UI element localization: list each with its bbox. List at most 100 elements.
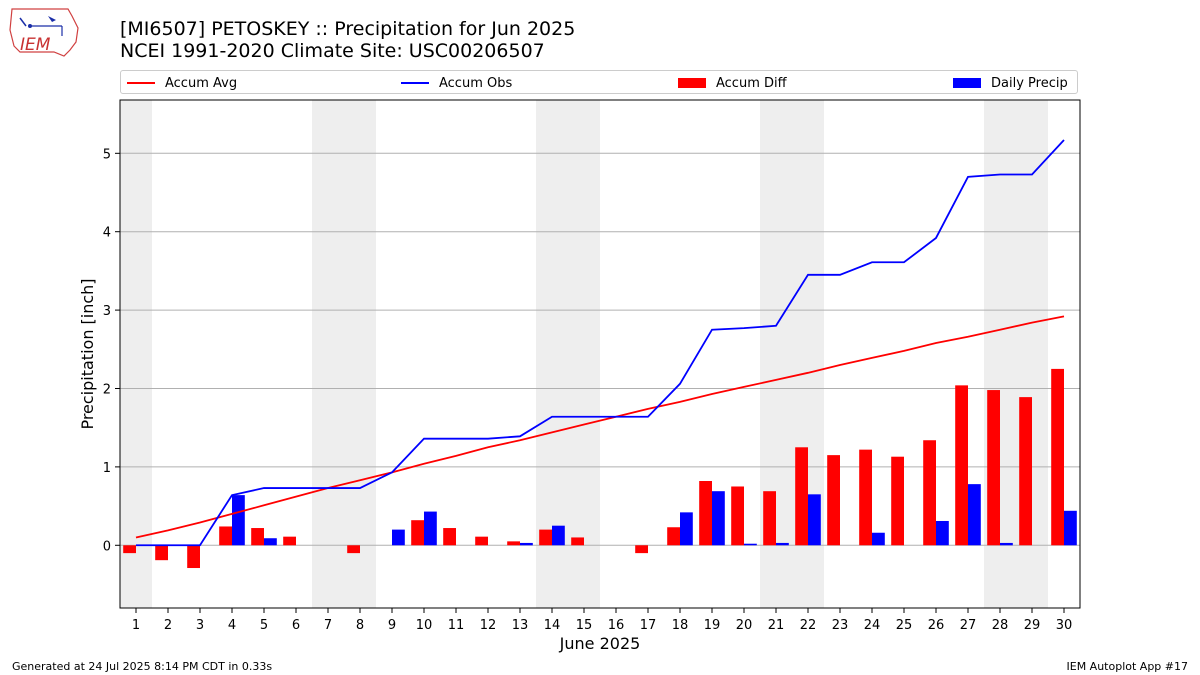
accum-diff-bar <box>411 520 424 546</box>
accum-diff-bar <box>219 526 232 546</box>
x-tick-label: 25 <box>896 618 913 633</box>
daily-precip-bar <box>808 494 821 546</box>
accum-diff-bar <box>635 545 648 554</box>
accum-obs-line <box>136 139 1065 547</box>
accum-avg-line <box>135 315 1065 539</box>
accum-diff-bar <box>859 449 872 546</box>
legend-label-accum-obs: Accum Obs <box>439 75 513 91</box>
footer-app-label: IEM Autoplot App #17 <box>1066 660 1189 673</box>
x-tick-label: 3 <box>196 618 204 633</box>
x-tick-label: 22 <box>800 618 817 633</box>
accum-diff-bar <box>827 455 840 546</box>
legend-item-accum-avg: Accum Avg <box>127 74 237 92</box>
y-tick-label: 5 <box>103 147 111 162</box>
x-tick-label: 27 <box>960 618 977 633</box>
x-tick-label: 29 <box>1024 618 1041 633</box>
accum-diff-bar <box>123 545 136 554</box>
x-tick-label: 23 <box>832 618 849 633</box>
daily-precip-bar <box>424 511 437 546</box>
x-tick-label: 10 <box>416 618 433 633</box>
daily-precip-bar <box>968 484 981 546</box>
daily-precip-bar <box>680 512 693 546</box>
x-tick-label: 15 <box>576 618 593 633</box>
legend-swatch-accum-diff <box>678 78 706 88</box>
accum-diff-bar <box>251 528 264 546</box>
chart-legend: Accum Avg Accum Obs Accum Diff Daily Pre… <box>120 70 1078 94</box>
footer-generated-text: Generated at 24 Jul 2025 8:14 PM CDT in … <box>12 660 273 673</box>
accum-diff-bar <box>1051 368 1064 546</box>
x-tick-label: 24 <box>864 618 881 633</box>
legend-label-accum-avg: Accum Avg <box>165 75 238 91</box>
daily-precip-bar <box>392 529 405 546</box>
y-tick-label: 2 <box>103 382 111 397</box>
x-tick-label: 7 <box>324 618 332 633</box>
x-tick-label: 12 <box>480 618 497 633</box>
x-tick-label: 8 <box>356 618 364 633</box>
x-tick-label: 19 <box>704 618 721 633</box>
y-tick-label: 0 <box>103 539 111 554</box>
x-tick-label: 30 <box>1056 618 1073 633</box>
accum-diff-bar <box>475 536 488 546</box>
y-tick-label: 1 <box>103 461 111 476</box>
x-tick-label: 9 <box>388 618 396 633</box>
x-tick-label: 14 <box>544 618 561 633</box>
x-tick-label: 1 <box>132 618 140 633</box>
daily-precip-bar <box>264 538 277 546</box>
x-tick-label: 26 <box>928 618 945 633</box>
chart-subtitle: NCEI 1991-2020 Climate Site: USC00206507 <box>120 40 545 62</box>
accum-diff-bar <box>987 390 1000 546</box>
daily-precip-bar <box>712 491 725 546</box>
accum-diff-bar <box>795 447 808 546</box>
x-tick-label: 20 <box>736 618 753 633</box>
x-tick-label: 16 <box>608 618 625 633</box>
daily-precip-bar <box>1064 510 1077 546</box>
x-axis-label: June 2025 <box>559 634 641 653</box>
x-tick-label: 5 <box>260 618 268 633</box>
accum-diff-bar <box>187 545 200 569</box>
legend-label-accum-diff: Accum Diff <box>716 75 787 91</box>
legend-item-daily-precip: Daily Precip <box>953 74 1068 92</box>
weekend-shade <box>120 100 152 608</box>
x-tick-label: 6 <box>292 618 300 633</box>
accum-diff-bar <box>507 541 520 546</box>
iem-logo-graphic: IEM <box>9 8 79 57</box>
accum-diff-bar <box>763 491 776 546</box>
daily-precip-bar <box>232 495 245 546</box>
x-tick-label: 11 <box>448 618 465 633</box>
daily-precip-bar <box>776 542 789 546</box>
accum-diff-bar <box>443 528 456 546</box>
accum-diff-bar <box>155 545 168 561</box>
logo-text: IEM <box>20 35 51 55</box>
y-tick-label: 3 <box>103 304 111 319</box>
x-tick-label: 13 <box>512 618 529 633</box>
daily-precip-bar <box>936 520 949 546</box>
legend-swatch-accum-obs <box>401 82 429 84</box>
weekend-shade <box>312 100 376 608</box>
daily-precip-bar <box>520 542 533 546</box>
accum-diff-bar <box>1019 397 1032 546</box>
iem-logo: IEM <box>8 6 80 58</box>
x-tick-label: 17 <box>640 618 657 633</box>
legend-swatch-daily-precip <box>953 78 981 88</box>
x-tick-label: 18 <box>672 618 689 633</box>
weekend-shade <box>536 100 600 608</box>
legend-item-accum-diff: Accum Diff <box>678 74 787 92</box>
plot-frame <box>119 99 1081 609</box>
accum-diff-bar <box>923 440 936 546</box>
daily-precip-bar <box>1000 542 1013 546</box>
x-tick-label: 4 <box>228 618 236 633</box>
legend-label-daily-precip: Daily Precip <box>991 75 1068 91</box>
legend-swatch-accum-avg <box>127 82 155 84</box>
daily-precip-bar <box>552 525 565 546</box>
accum-diff-bar <box>571 537 584 546</box>
daily-precip-bar <box>744 543 757 546</box>
accum-diff-bar <box>731 486 744 546</box>
accum-diff-bar <box>347 545 360 554</box>
x-tick-label: 21 <box>768 618 785 633</box>
y-axis-label: Precipitation [inch] <box>78 278 97 429</box>
accum-diff-bar <box>283 536 296 546</box>
accum-diff-bar <box>891 456 904 546</box>
accum-diff-bar <box>955 385 968 546</box>
chart-title: [MI6507] PETOSKEY :: Precipitation for J… <box>120 18 576 40</box>
